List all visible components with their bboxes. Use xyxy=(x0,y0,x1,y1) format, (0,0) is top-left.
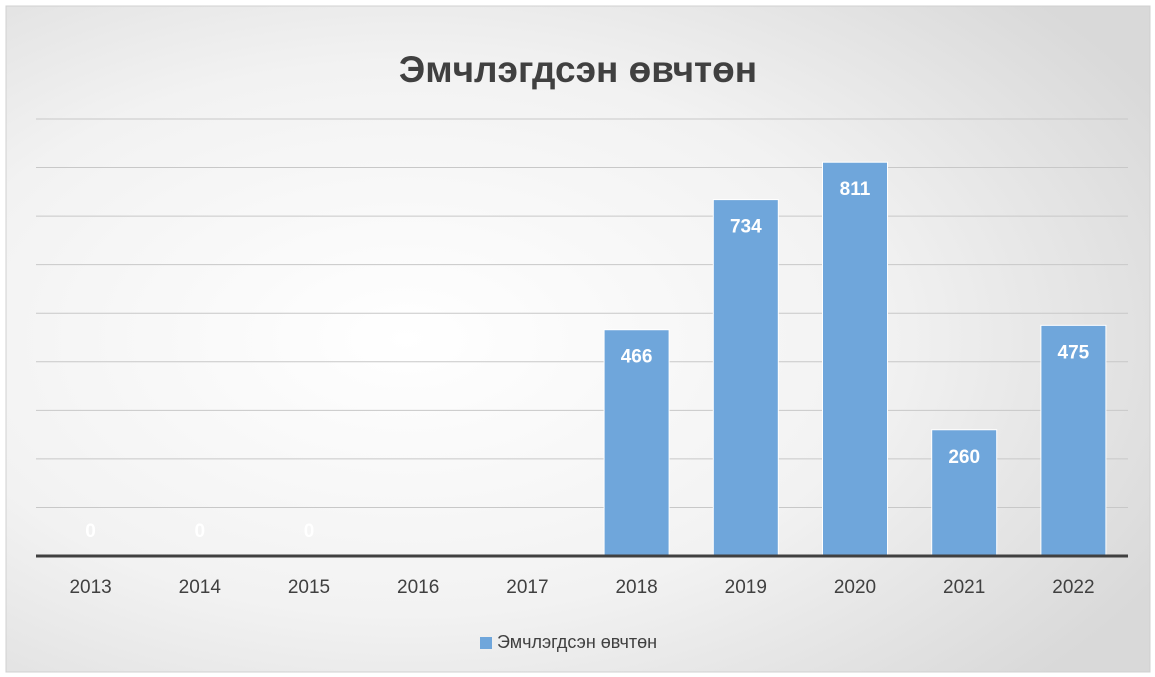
chart-area xyxy=(5,5,1151,673)
bar xyxy=(822,161,888,557)
x-tick-label: 2022 xyxy=(1052,577,1094,598)
data-label: 260 xyxy=(948,447,980,468)
x-tick-label: 2020 xyxy=(834,577,876,598)
data-label: 0 xyxy=(195,521,206,542)
x-tick-label: 2014 xyxy=(179,577,222,598)
x-tick-label: 2019 xyxy=(725,577,767,598)
bar xyxy=(931,429,998,557)
bar xyxy=(712,199,779,557)
x-tick-label: 2018 xyxy=(615,577,657,598)
data-label: 0 xyxy=(304,521,315,542)
bar xyxy=(603,329,670,557)
x-tick-label: 2016 xyxy=(397,577,439,598)
x-tick-label: 2017 xyxy=(506,577,548,598)
x-tick-label: 2015 xyxy=(288,577,330,598)
legend-swatch xyxy=(480,637,492,649)
chart-title: Эмчлэгдсэн өвчтөн xyxy=(399,49,757,90)
data-label: 466 xyxy=(621,347,653,368)
x-tick-label: 2021 xyxy=(943,577,985,598)
x-tick-label: 2013 xyxy=(69,577,111,598)
data-label: 475 xyxy=(1058,342,1090,363)
legend-label: Эмчлэгдсэн өвчтөн xyxy=(497,632,657,652)
data-label: 0 xyxy=(85,521,96,542)
data-label: 811 xyxy=(840,179,871,200)
data-label: 734 xyxy=(730,217,762,238)
